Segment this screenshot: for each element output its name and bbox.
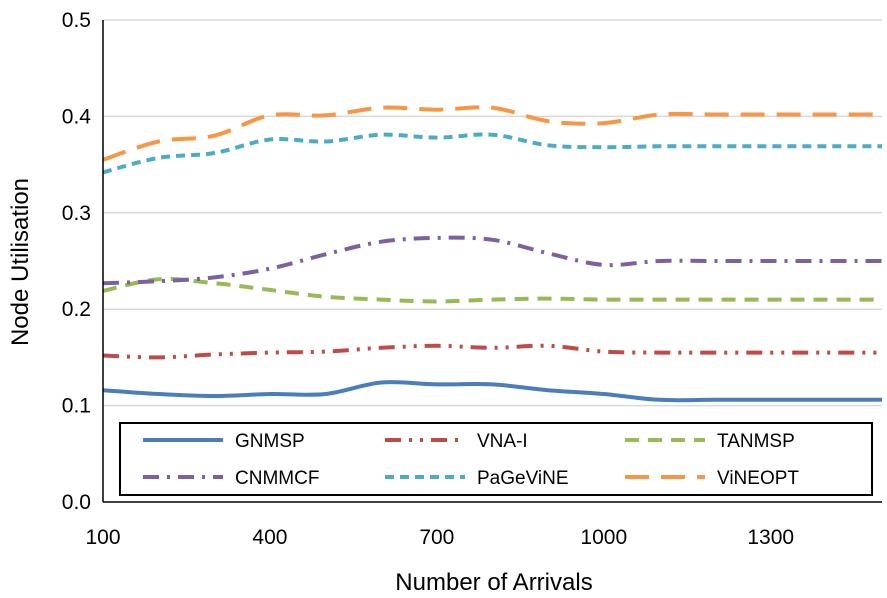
legend-label-vineopt: ViNEOPT (717, 468, 799, 489)
line-chart: 0.0 0.1 0.2 0.3 0.4 0.5 100 400 700 1000 1300 Node… (0, 0, 887, 598)
y-tick-label: 0.1 (62, 395, 91, 418)
y-tick-label: 0.2 (62, 298, 91, 321)
legend-label-pagevine: PaGeViNE (477, 468, 569, 489)
x-tick-label: 400 (252, 526, 287, 549)
y-tick-label: 0.3 (62, 202, 91, 225)
series-line-vna-i (103, 346, 882, 358)
legend-label-cnmmcf: CNMMCF (235, 468, 319, 489)
gridlines (103, 20, 882, 406)
x-tick-label: 700 (419, 526, 454, 549)
series-line-cnmmcf (103, 238, 882, 284)
legend-label-vna-i: VNA-I (477, 431, 528, 452)
legend-label-gnmsp: GNMSP (235, 431, 305, 452)
x-axis-title: Number of Arrivals (395, 569, 592, 596)
y-tick-label: 0.0 (62, 491, 91, 514)
legend-label-tanmsp: TANMSP (717, 431, 795, 452)
series-line-tanmsp (103, 279, 882, 301)
series-line-gnmsp (103, 382, 882, 400)
x-tick-label: 100 (85, 526, 120, 549)
legend: GNMSP VNA-I TANMSP CNMMCF PaGeViNE ViNEOPT (120, 423, 872, 495)
y-tick-label: 0.4 (62, 105, 92, 128)
series-line-pagevine (103, 134, 882, 172)
x-tick-label: 1000 (580, 526, 627, 549)
series-lines (103, 107, 882, 400)
x-tick-label: 1300 (747, 526, 794, 549)
y-tick-label: 0.5 (62, 9, 91, 32)
y-axis-title: Node Utilisation (7, 178, 34, 346)
